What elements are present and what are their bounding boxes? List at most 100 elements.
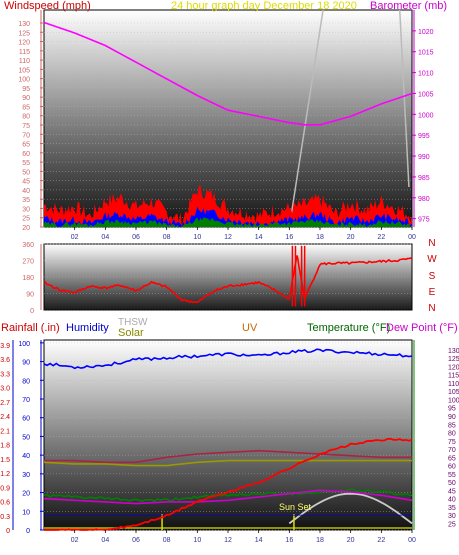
humidity-tick-label: 0 (26, 528, 30, 535)
time-tick-label: 08 (163, 537, 171, 544)
wind-direction-line (43, 255, 413, 304)
dewpoint-label: Dew Point (°F) (386, 322, 458, 334)
compass-label: W (427, 254, 437, 265)
rainfall-tick-label: 2.1 (0, 428, 10, 435)
temperature-tick-label: 80 (448, 431, 456, 438)
uv-label: UV (242, 322, 258, 334)
humidity-tick-label: 100 (18, 341, 30, 348)
humidity-line (43, 348, 413, 370)
windspeed-tick-label: 125 (18, 30, 30, 37)
rainfall-tick-label: 1.8 (0, 443, 10, 450)
barometer-tick-label: 1020 (418, 29, 434, 36)
temperature-tick-label: 50 (448, 480, 456, 487)
direction-tick-label: 0 (30, 308, 34, 315)
windspeed-tick-label: 80 (22, 114, 30, 121)
direction-tick-label: 270 (22, 259, 34, 266)
uv-line (44, 449, 412, 464)
compass-label: S (429, 271, 436, 282)
temperature-tick-label: 120 (448, 364, 459, 371)
windspeed-tick-label: 55 (22, 160, 30, 167)
windspeed-tick-label: 105 (18, 67, 30, 74)
humidity-tick-label: 60 (22, 416, 30, 423)
barometer-tick-label: 975 (418, 217, 430, 224)
rainfall-tick-label: 3.6 (0, 357, 10, 364)
time-tick-label: 14 (255, 234, 263, 241)
windspeed-tick-label: 115 (19, 49, 30, 56)
thsw-label: THSW (118, 317, 148, 328)
temperature-tick-label: 40 (448, 497, 456, 504)
barometer-tick-label: 1005 (418, 91, 434, 98)
humidity-tick-label: 50 (22, 434, 30, 441)
temperature-tick-label: 100 (448, 397, 459, 404)
temperature-tick-label: 25 (448, 521, 456, 528)
compass-label: N (428, 238, 435, 249)
windspeed-tick-label: 95 (22, 86, 30, 93)
humidity-tick-label: 70 (22, 397, 30, 404)
temperature-tick-label: 95 (448, 406, 456, 413)
time-tick-label: 12 (224, 537, 232, 544)
time-tick-label: 08 (163, 234, 171, 241)
barometer-tick-label: 1000 (418, 112, 434, 119)
windspeed-tick-label: 100 (18, 77, 30, 84)
rainfall-tick-label: 0.9 (0, 485, 10, 492)
temperature-tick-label: 75 (448, 439, 456, 446)
temperature-line (44, 488, 413, 503)
windspeed-tick-label: 30 (22, 206, 30, 213)
rainfall-tick-label: 3.3 (0, 371, 10, 378)
solar-curve (288, 492, 413, 525)
temperature-tick-label: 60 (448, 464, 456, 471)
time-tick-label: 02 (71, 537, 79, 544)
barometer-tick-label: 980 (418, 196, 430, 203)
windspeed-label: Windspeed (mph) (4, 0, 91, 12)
temperature-tick-label: 90 (448, 414, 456, 421)
time-tick-label: 06 (132, 234, 140, 241)
temperature-label: Temperature (°F) (307, 322, 390, 334)
rainfall-tick-label: 0.6 (0, 500, 10, 507)
humidity-tick-label: 40 (22, 453, 30, 460)
wind-low-area (44, 217, 412, 227)
thsw-line (43, 459, 412, 467)
sun-marker-line (398, 9, 410, 188)
windspeed-tick-label: 20 (22, 225, 30, 232)
humidity-tick-label: 90 (22, 360, 30, 367)
humidity-tick-label: 30 (22, 472, 30, 479)
windspeed-tick-label: 25 (22, 216, 30, 223)
barometer-tick-label: 990 (418, 154, 430, 161)
time-tick-label: 20 (347, 234, 355, 241)
chart-title: 24 hour graph day December 18 2020 (171, 0, 357, 12)
time-tick-label: 20 (347, 537, 355, 544)
temperature-tick-label: 35 (448, 505, 456, 512)
rainfall-tick-label: 2.7 (0, 400, 10, 407)
barometer-tick-label: 1010 (418, 71, 434, 78)
rainfall-tick-label: 1.5 (0, 457, 10, 464)
temperature-tick-label: 110 (448, 381, 459, 388)
time-tick-label: 00 (408, 234, 416, 241)
rainfall-tick-label: 3.9 (0, 343, 10, 350)
time-tick-label: 10 (193, 537, 201, 544)
rainfall-tick-label: 3.0 (0, 386, 10, 393)
rainfall-tick-label: 0.3 (0, 514, 10, 521)
temperature-tick-label: 30 (448, 513, 456, 520)
time-tick-label: 10 (193, 234, 201, 241)
windspeed-tick-label: 60 (22, 151, 30, 158)
temperature-tick-label: 125 (448, 356, 459, 363)
direction-tick-label: 90 (26, 292, 34, 299)
windspeed-tick-label: 40 (22, 188, 30, 195)
temperature-tick-label: 45 (448, 488, 456, 495)
time-tick-label: 00 (408, 537, 416, 544)
sun-marker-line (288, 9, 324, 228)
time-tick-label: 12 (224, 234, 232, 241)
temperature-tick-label: 55 (448, 472, 456, 479)
time-tick-label: 18 (316, 537, 324, 544)
time-tick-label: 06 (132, 537, 140, 544)
time-tick-label: 04 (101, 234, 109, 241)
windspeed-tick-label: 50 (22, 169, 30, 176)
time-tick-label: 16 (285, 537, 293, 544)
windspeed-tick-label: 75 (22, 123, 30, 130)
humidity-label: Humidity (66, 322, 109, 334)
temperature-tick-label: 85 (448, 422, 456, 429)
barometer-tick-label: 985 (418, 175, 430, 182)
temperature-tick-label: 65 (448, 455, 456, 462)
temperature-tick-label: 105 (448, 389, 459, 396)
compass-label: E (429, 287, 436, 298)
